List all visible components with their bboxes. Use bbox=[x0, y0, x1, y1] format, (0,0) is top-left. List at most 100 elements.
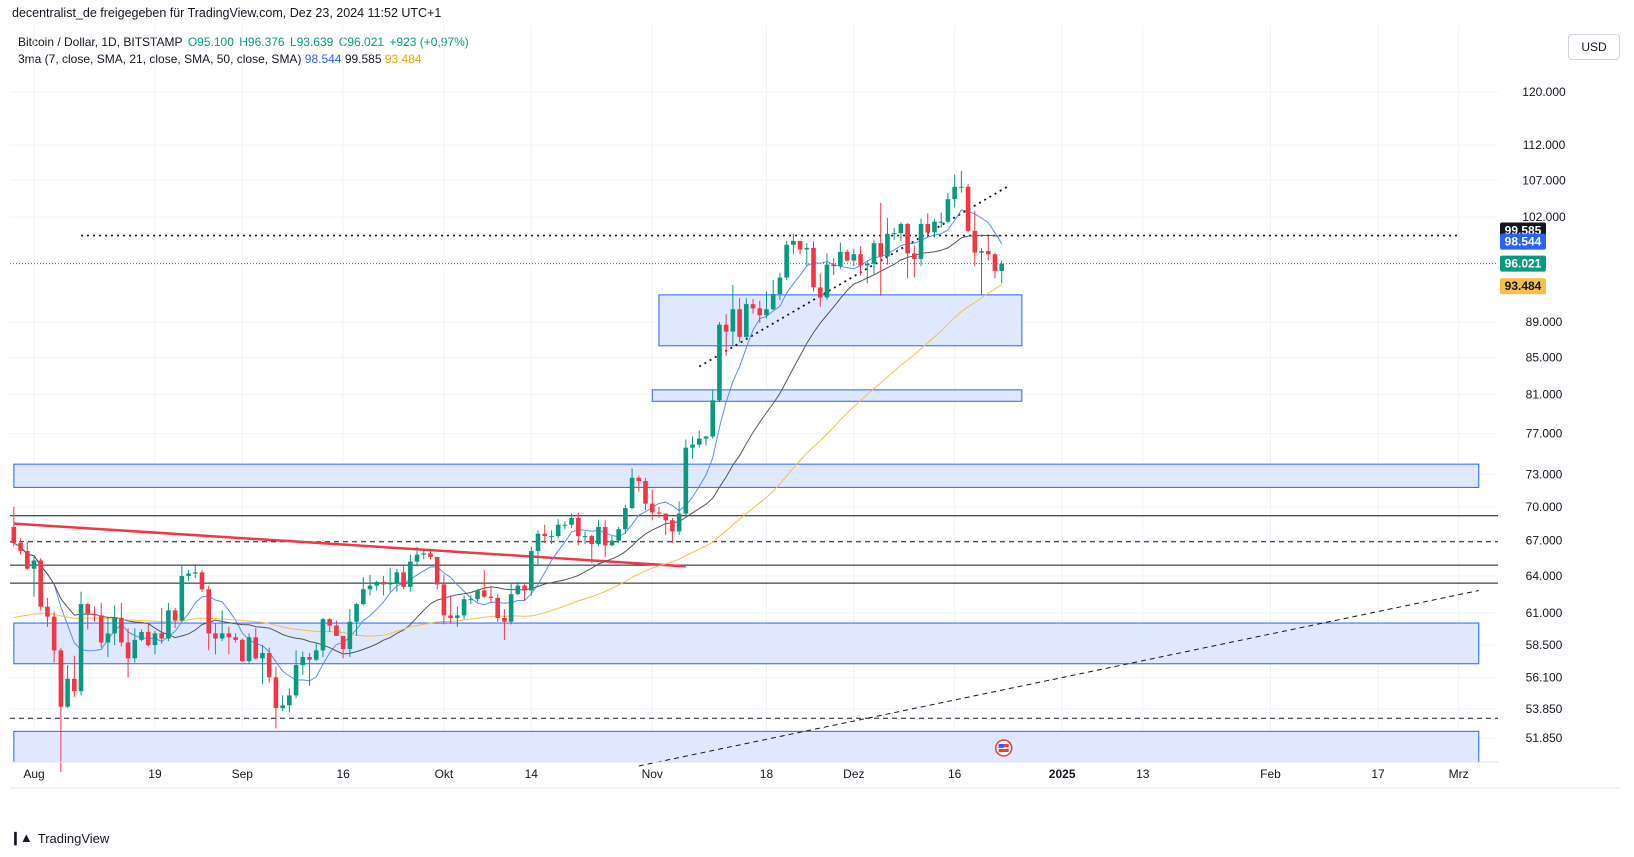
candle-body bbox=[649, 503, 655, 513]
candle bbox=[367, 574, 373, 596]
low-value: L93.639 bbox=[289, 35, 334, 49]
candle bbox=[488, 585, 494, 603]
candle bbox=[266, 647, 272, 683]
candle-body bbox=[555, 524, 561, 537]
candle bbox=[871, 240, 877, 276]
candle bbox=[777, 272, 783, 300]
candle-body bbox=[938, 221, 944, 223]
candle bbox=[502, 609, 507, 640]
candle bbox=[72, 655, 77, 697]
candle-body bbox=[72, 678, 77, 692]
candle-body bbox=[213, 633, 218, 639]
price-axis[interactable]: 120.000 112.000 107.000 102.000 89.000 85.000… bbox=[1522, 85, 1566, 745]
candle-body bbox=[750, 304, 756, 309]
candle bbox=[11, 506, 17, 547]
candle-body bbox=[791, 240, 796, 245]
candle-body bbox=[838, 251, 843, 267]
candle-body bbox=[307, 657, 312, 660]
candle-body bbox=[199, 572, 205, 590]
candle bbox=[434, 556, 440, 590]
candle-body bbox=[394, 572, 400, 584]
support-zone bbox=[13, 622, 1480, 665]
candle bbox=[233, 633, 238, 643]
x-tick-label: 16 bbox=[948, 767, 962, 781]
ohlc-row: Bitcoin / Dollar, 1D, BITSTAMP O95.100 H… bbox=[18, 34, 471, 51]
candle bbox=[495, 594, 500, 622]
candle-body bbox=[636, 477, 642, 481]
x-tick-label: 18 bbox=[760, 767, 774, 781]
candle bbox=[448, 595, 453, 624]
candle bbox=[334, 620, 339, 636]
candle-body bbox=[18, 542, 23, 552]
candle bbox=[925, 213, 931, 238]
candle bbox=[374, 580, 380, 591]
candle-body bbox=[159, 633, 164, 639]
candle-body bbox=[811, 247, 816, 288]
candle bbox=[744, 298, 749, 339]
candle bbox=[347, 609, 353, 658]
candle bbox=[219, 610, 225, 642]
candle bbox=[609, 536, 615, 547]
candle bbox=[421, 549, 427, 560]
candle bbox=[791, 233, 796, 255]
y-tick-label: 85.000 bbox=[1526, 350, 1563, 364]
x-tick-label: Sep bbox=[232, 767, 254, 781]
candle-body bbox=[891, 233, 897, 235]
candle bbox=[92, 606, 97, 622]
candle-body bbox=[737, 309, 742, 337]
moving-averages bbox=[13, 209, 1003, 682]
symbol-label[interactable]: Bitcoin / Dollar, 1D, BITSTAMP bbox=[18, 35, 183, 49]
candle-body bbox=[260, 653, 265, 659]
open-value: O95.100 bbox=[187, 35, 234, 49]
y-tick-label: 61.000 bbox=[1526, 606, 1563, 620]
candle bbox=[670, 518, 675, 543]
candle-body bbox=[78, 604, 84, 692]
candle bbox=[965, 183, 971, 233]
candle-body bbox=[918, 223, 924, 259]
candle-body bbox=[266, 653, 272, 678]
currency-button[interactable]: USD bbox=[1568, 34, 1620, 60]
y-tick-label: 77.000 bbox=[1526, 427, 1563, 441]
candle bbox=[166, 602, 171, 642]
candle bbox=[750, 299, 756, 314]
candle-body bbox=[878, 243, 884, 257]
candle bbox=[898, 222, 904, 241]
us-flag-event-icon[interactable] bbox=[994, 739, 1013, 757]
time-axis[interactable]: Aug 19 Sep 16 Okt 14 Nov 18 Dez 16 2025 13 Feb 17 Mrz bbox=[10, 761, 1620, 789]
candle bbox=[260, 645, 265, 685]
candle bbox=[58, 647, 64, 773]
candle-body bbox=[932, 221, 937, 233]
horizontal-lines bbox=[10, 234, 1498, 719]
candle-body bbox=[569, 518, 574, 525]
candle-body bbox=[945, 199, 951, 222]
candle bbox=[985, 236, 991, 261]
candle bbox=[246, 633, 252, 664]
y-tick-label: 53.850 bbox=[1526, 702, 1563, 716]
brand-name[interactable]: TradingView bbox=[37, 830, 110, 846]
candle bbox=[602, 520, 608, 557]
candle-body bbox=[959, 186, 964, 188]
candle-body bbox=[428, 553, 433, 557]
candle bbox=[105, 616, 111, 658]
candle-body bbox=[105, 633, 111, 643]
candle-body bbox=[112, 617, 117, 634]
tradingview-logo-icon[interactable]: ❙▲ bbox=[10, 830, 33, 845]
candle-body bbox=[481, 590, 487, 597]
candle bbox=[428, 551, 433, 560]
ma-indicator-label[interactable]: 3ma (7, close, SMA, 21, close, SMA, 50, … bbox=[18, 52, 302, 66]
trendline bbox=[638, 590, 1479, 767]
price-label-bg bbox=[1500, 233, 1546, 250]
candle-body bbox=[629, 477, 635, 509]
candle bbox=[226, 626, 232, 655]
y-tick-label: 89.000 bbox=[1526, 315, 1563, 329]
candle bbox=[690, 436, 695, 459]
y-tick-label: 67.000 bbox=[1526, 534, 1563, 548]
candle-body bbox=[744, 304, 749, 337]
candle bbox=[381, 575, 386, 596]
candle-body bbox=[367, 585, 373, 590]
candle bbox=[253, 628, 259, 660]
candle bbox=[112, 605, 117, 646]
price-label-bg bbox=[1500, 278, 1546, 295]
